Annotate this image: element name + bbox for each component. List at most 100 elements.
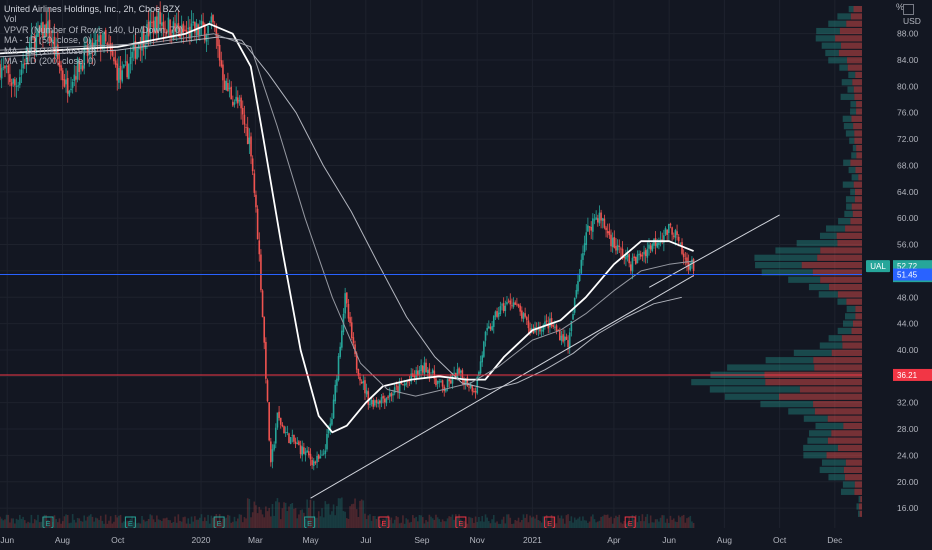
- legend-ma-50[interactable]: MA - 1D (50, close, 0): [4, 35, 92, 46]
- volume-bar-295: [486, 517, 488, 528]
- volume-bar-164: [270, 516, 272, 528]
- candle-body-27: [43, 24, 46, 39]
- candle-body-330: [544, 321, 546, 325]
- candle-body-310: [511, 305, 513, 307]
- volume-bar-325: [535, 514, 538, 528]
- legend-ma-100[interactable]: MA - 1D (100, close, 0): [4, 45, 97, 56]
- candle-body-15: [23, 63, 26, 65]
- candle-body-373: [615, 245, 617, 251]
- volume-bar-21: [33, 519, 36, 528]
- volume-bar-202: [332, 504, 335, 528]
- legend-ma-200[interactable]: MA - 1D (200, close, 0): [4, 56, 97, 67]
- candle-body-138: [227, 82, 229, 92]
- candle-body-364: [600, 212, 602, 221]
- vpvr-down-row-50: [856, 144, 862, 152]
- volume-bar-163: [268, 507, 270, 528]
- volume-bar-131: [215, 514, 218, 528]
- grid: [0, 0, 862, 528]
- volume-bar-255: [420, 515, 422, 528]
- candle-body-35: [56, 44, 59, 60]
- volume-bar-188: [309, 499, 312, 528]
- candle-body-390: [643, 251, 645, 255]
- candle-body-259: [426, 370, 429, 374]
- candle-body-284: [468, 386, 470, 388]
- vpvr-down-row-45: [853, 181, 862, 188]
- candle-body-224: [369, 403, 371, 405]
- vpvr-up-row-36: [775, 247, 821, 254]
- vpvr-up-row-44: [850, 188, 855, 196]
- vpvr-down-row-16: [778, 393, 862, 400]
- volume-bar-292: [481, 516, 484, 528]
- volume-bar-171: [281, 508, 284, 528]
- x-tick-label-10: Apr: [607, 535, 620, 545]
- volume-bar-210: [345, 518, 348, 528]
- legend-volume[interactable]: Vol: [4, 14, 17, 25]
- candle-body-412: [679, 242, 682, 244]
- vpvr-up-row-47: [848, 166, 856, 174]
- vpvr-up-row-25: [837, 327, 852, 335]
- vpvr-up-row-42: [846, 203, 852, 210]
- candle-body-334: [550, 318, 553, 326]
- volume-bar-27: [43, 514, 46, 528]
- candle-body-171: [281, 424, 284, 427]
- candle-body-273: [450, 380, 452, 384]
- volume-bar-98: [161, 521, 163, 528]
- blue-line-badge: [893, 268, 932, 281]
- candle-body-285: [469, 383, 472, 388]
- candle-body-329: [542, 324, 545, 332]
- volume-bar-327: [539, 520, 541, 528]
- volume-bar-195: [321, 508, 323, 528]
- candle-body-101: [165, 30, 168, 34]
- candle-body-394: [649, 245, 652, 250]
- percent-toggle[interactable]: %: [896, 2, 905, 12]
- volume-bar-212: [349, 506, 351, 528]
- volume-bar-168: [276, 498, 279, 528]
- candle-body-94: [154, 16, 157, 32]
- volume-bar-250: [412, 515, 414, 528]
- candle-body-304: [501, 304, 503, 306]
- volume-bar-242: [398, 523, 401, 528]
- candle-body-351: [578, 274, 581, 282]
- vpvr-down-row-58: [853, 86, 862, 93]
- y-tick-label-0: 16.00: [897, 503, 919, 513]
- volume-bar-302: [497, 523, 500, 528]
- volume-bar-111: [182, 517, 185, 528]
- volume-bar-249: [410, 521, 412, 528]
- volume-bar-140: [230, 522, 232, 528]
- volume-bar-39: [63, 516, 66, 528]
- legend-vpvr[interactable]: VPVR (Number Of Rows, 140, Up/Down, 70): [4, 24, 184, 35]
- currency-label[interactable]: USD: [903, 4, 932, 26]
- candle-body-103: [169, 19, 171, 36]
- volume-bar-398: [656, 519, 659, 528]
- volume-bar-218: [359, 500, 361, 528]
- x-tick-label-1: Aug: [55, 535, 70, 545]
- candle-body-360: [593, 219, 596, 221]
- volume-bar-307: [506, 514, 508, 528]
- candle-body-97: [159, 11, 161, 25]
- candle-body-312: [514, 302, 517, 305]
- volume-bar-267: [440, 521, 442, 528]
- volume-bar-115: [189, 523, 191, 528]
- volume-bar-356: [587, 522, 589, 528]
- volume-bar-413: [681, 515, 683, 528]
- vpvr-up-row-51: [849, 137, 855, 144]
- volume-bar-20: [32, 523, 34, 528]
- candle-body-31: [50, 38, 52, 43]
- candle-body-181: [298, 441, 300, 446]
- candle-body-245: [403, 383, 406, 386]
- volume-bar-393: [648, 523, 650, 528]
- volume-bar-367: [605, 514, 607, 528]
- volume-bar-306: [504, 523, 507, 528]
- volume-bar-187: [308, 507, 310, 528]
- vpvr-down-row-46: [858, 174, 862, 181]
- candle-body-20: [32, 36, 34, 37]
- volume-bar-13: [20, 518, 23, 528]
- volume-bar-148: [243, 517, 246, 528]
- time-axis[interactable]: Jun Aug Oct 2020 Mar May Jul Sep Nov 2021 Apr Jun Au…: [0, 528, 932, 550]
- trendlines: [310, 214, 780, 499]
- candle-body-308: [507, 300, 510, 302]
- volume-bar-237: [390, 517, 393, 528]
- y-tick-label-7: 44.00: [897, 319, 919, 329]
- candle-body-246: [405, 382, 408, 385]
